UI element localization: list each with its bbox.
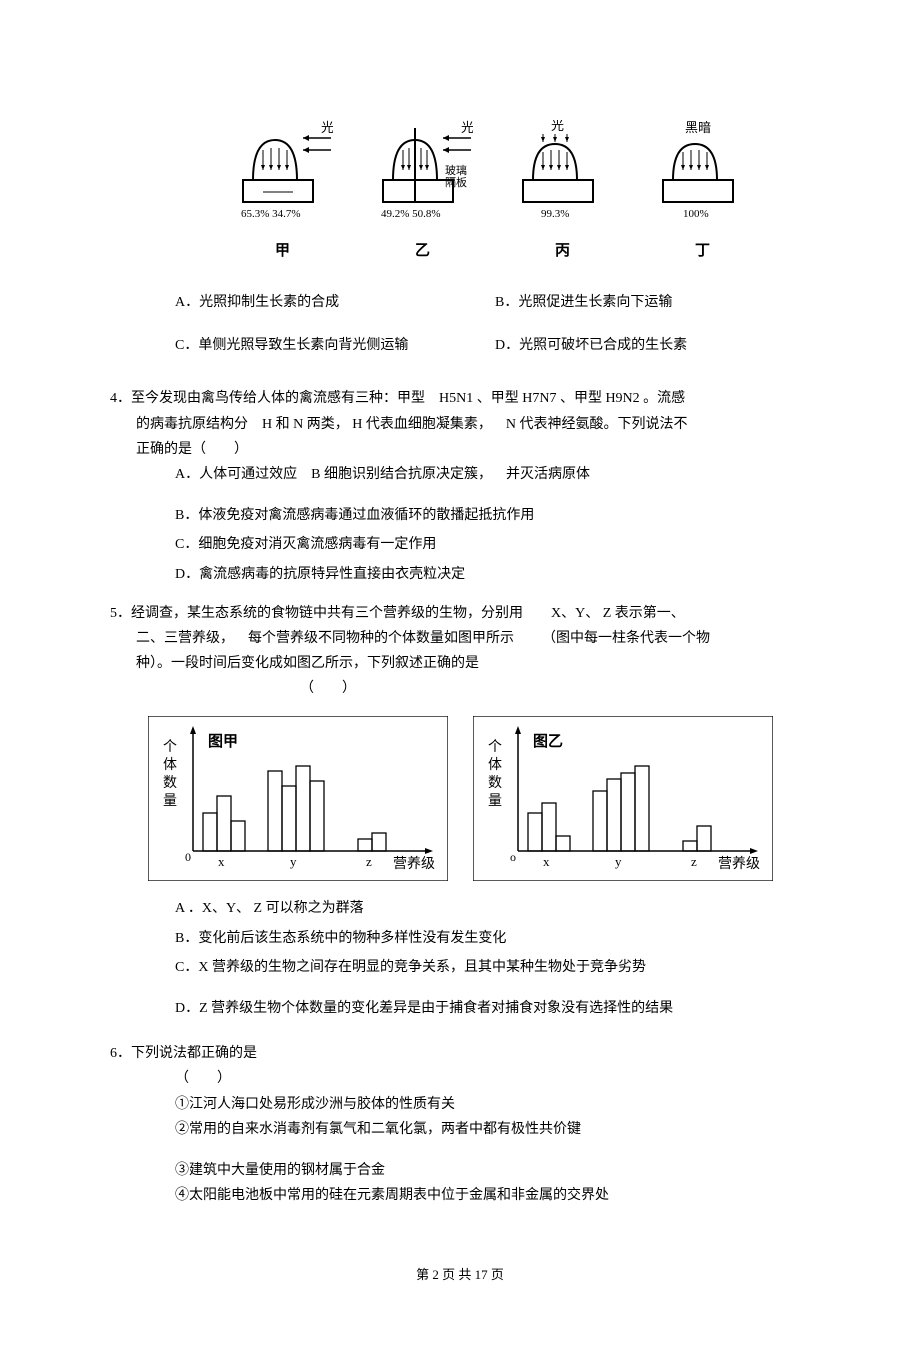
q3-option-b: B．光照促进生长素向下运输: [495, 290, 810, 315]
q6-s3: ③建筑中大量使用的钢材属于合金: [175, 1158, 810, 1183]
svg-text:营养级: 营养级: [718, 856, 760, 872]
q5-stem-line1: 5．经调查，某生态系统的食物链中共有三个营养级的生物，分别用 X、Y、 Z 表示…: [110, 601, 810, 626]
charts-row: 个 体 数 量 0 图甲 x y z 营养级: [110, 716, 810, 881]
svg-text:100%: 100%: [683, 208, 709, 220]
svg-text:隔板: 隔板: [445, 175, 467, 189]
q5-stem-line3: 种）。一段时间后变化成如图乙所示，下列叙述正确的是: [136, 651, 810, 676]
chart-yi: 个 体 数 量 o 图乙 x y z 营养级: [473, 716, 773, 881]
question-6: 6．下列说法都正确的是 （ ） ①江河人海口处易形成沙洲与胶体的性质有关 ②常用…: [110, 1041, 810, 1208]
svg-text:y: y: [615, 854, 622, 869]
q5-option-a: A ．X、Y、 Z 可以称之为群落: [175, 896, 810, 921]
q6-paren: （ ）: [175, 1066, 810, 1091]
svg-text:图甲: 图甲: [208, 733, 238, 750]
q4-stem-line3: 正确的是（ ）: [136, 437, 810, 462]
q4-option-a: A．人体可通过效应 B 细胞识别结合抗原决定簇， 并灭活病原体: [175, 462, 810, 487]
svg-text:光: 光: [551, 120, 564, 133]
question-5: 5．经调查，某生态系统的食物链中共有三个营养级的生物，分别用 X、Y、 Z 表示…: [110, 601, 810, 1022]
q5-option-b: B．变化前后该生态系统中的物种多样性没有发生变化: [175, 926, 810, 951]
question-4: 4．至今发现由禽鸟传给人体的禽流感有三种：甲型 H5N1 、甲型 H7N7 、甲…: [110, 386, 810, 586]
seedling-yi: 光 玻璃 隔板 49.2% 50.8% 乙: [368, 120, 478, 265]
svg-text:量: 量: [163, 793, 177, 809]
svg-text:个: 个: [163, 739, 177, 755]
seedling-bing: 光 99.3% 丙: [508, 120, 618, 265]
q5-stem-line2: 二、三营养级， 每个营养级不同物种的个体数量如图甲所示 （图中每一柱条代表一个物: [136, 626, 810, 651]
q5-option-c: C．X 营养级的生物之间存在明显的竞争关系，且其中某种生物处于竞争劣势: [175, 955, 810, 980]
base-percent: 65.3% 34.7%: [241, 208, 301, 220]
q4-option-c: C．细胞免疫对消灭禽流感病毒有一定作用: [175, 532, 810, 557]
q4-option-b: B．体液免疫对禽流感病毒通过血液循环的散播起抵抗作用: [175, 503, 810, 528]
q6-s2: ②常用的自来水消毒剂有氯气和二氧化氯，两者中都有极性共价键: [175, 1117, 810, 1142]
svg-text:z: z: [366, 854, 372, 869]
q4-option-d: D．禽流感病毒的抗原特异性直接由衣壳粒决定: [175, 562, 810, 587]
seedling-name: 乙: [415, 238, 430, 265]
svg-text:o: o: [510, 850, 516, 864]
seedling-name: 丁: [695, 238, 710, 265]
svg-text:营养级: 营养级: [393, 856, 435, 872]
svg-text:体: 体: [488, 757, 502, 773]
q3-options-ab: A．光照抑制生长素的合成 B．光照促进生长素向下运输: [175, 290, 810, 315]
svg-text:y: y: [290, 854, 297, 869]
seedling-name: 丙: [555, 238, 570, 265]
q5-option-d: D．Z 营养级生物个体数量的变化差异是由于捕食者对捕食对象没有选择性的结果: [175, 996, 810, 1021]
svg-text:x: x: [218, 854, 225, 869]
seedling-name: 甲: [275, 238, 290, 265]
seedling-jia: 光 65.3% 34.7% 甲: [228, 120, 338, 265]
q3-option-a: A．光照抑制生长素的合成: [175, 290, 495, 315]
q6-stem: 6．下列说法都正确的是: [110, 1041, 810, 1066]
svg-text:数: 数: [488, 775, 502, 791]
svg-text:量: 量: [488, 793, 502, 809]
q4-stem-line2: 的病毒抗原结构分 H 和 N 两类， H 代表血细胞凝集素， N 代表神经氨酸。…: [136, 412, 810, 437]
q4-stem-line1: 4．至今发现由禽鸟传给人体的禽流感有三种：甲型 H5N1 、甲型 H7N7 、甲…: [110, 386, 810, 411]
q6-s4: ④太阳能电池板中常用的硅在元素周期表中位于金属和非金属的交界处: [175, 1183, 810, 1208]
q3-option-c: C．单侧光照导致生长素向背光侧运输: [175, 333, 495, 358]
svg-text:数: 数: [163, 775, 177, 791]
light-label: 光: [321, 120, 333, 135]
seedling-ding: 黑暗 100% 丁: [648, 120, 758, 265]
page-footer: 第 2 页 共 17 页: [110, 1263, 810, 1286]
svg-text:个: 个: [488, 739, 502, 755]
seedling-diagram-row: 光 65.3% 34.7% 甲 光 玻璃 隔板: [175, 120, 810, 265]
svg-text:z: z: [691, 854, 697, 869]
svg-text:图乙: 图乙: [533, 733, 563, 750]
svg-text:x: x: [543, 854, 550, 869]
svg-text:体: 体: [163, 757, 177, 773]
svg-text:玻璃: 玻璃: [445, 163, 467, 177]
svg-text:99.3%: 99.3%: [541, 208, 569, 220]
q5-stem-line4: （ ）: [300, 676, 810, 701]
q3-options-cd: C．单侧光照导致生长素向背光侧运输 D．光照可破坏已合成的生长素: [175, 333, 810, 358]
q6-s1: ①江河人海口处易形成沙洲与胶体的性质有关: [175, 1092, 810, 1117]
svg-text:光: 光: [461, 120, 473, 135]
svg-text:黑暗: 黑暗: [685, 120, 711, 135]
q3-option-d: D．光照可破坏已合成的生长素: [495, 333, 810, 358]
svg-text:49.2% 50.8%: 49.2% 50.8%: [381, 208, 441, 220]
svg-text:0: 0: [185, 850, 191, 864]
chart-jia: 个 体 数 量 0 图甲 x y z 营养级: [148, 716, 448, 881]
